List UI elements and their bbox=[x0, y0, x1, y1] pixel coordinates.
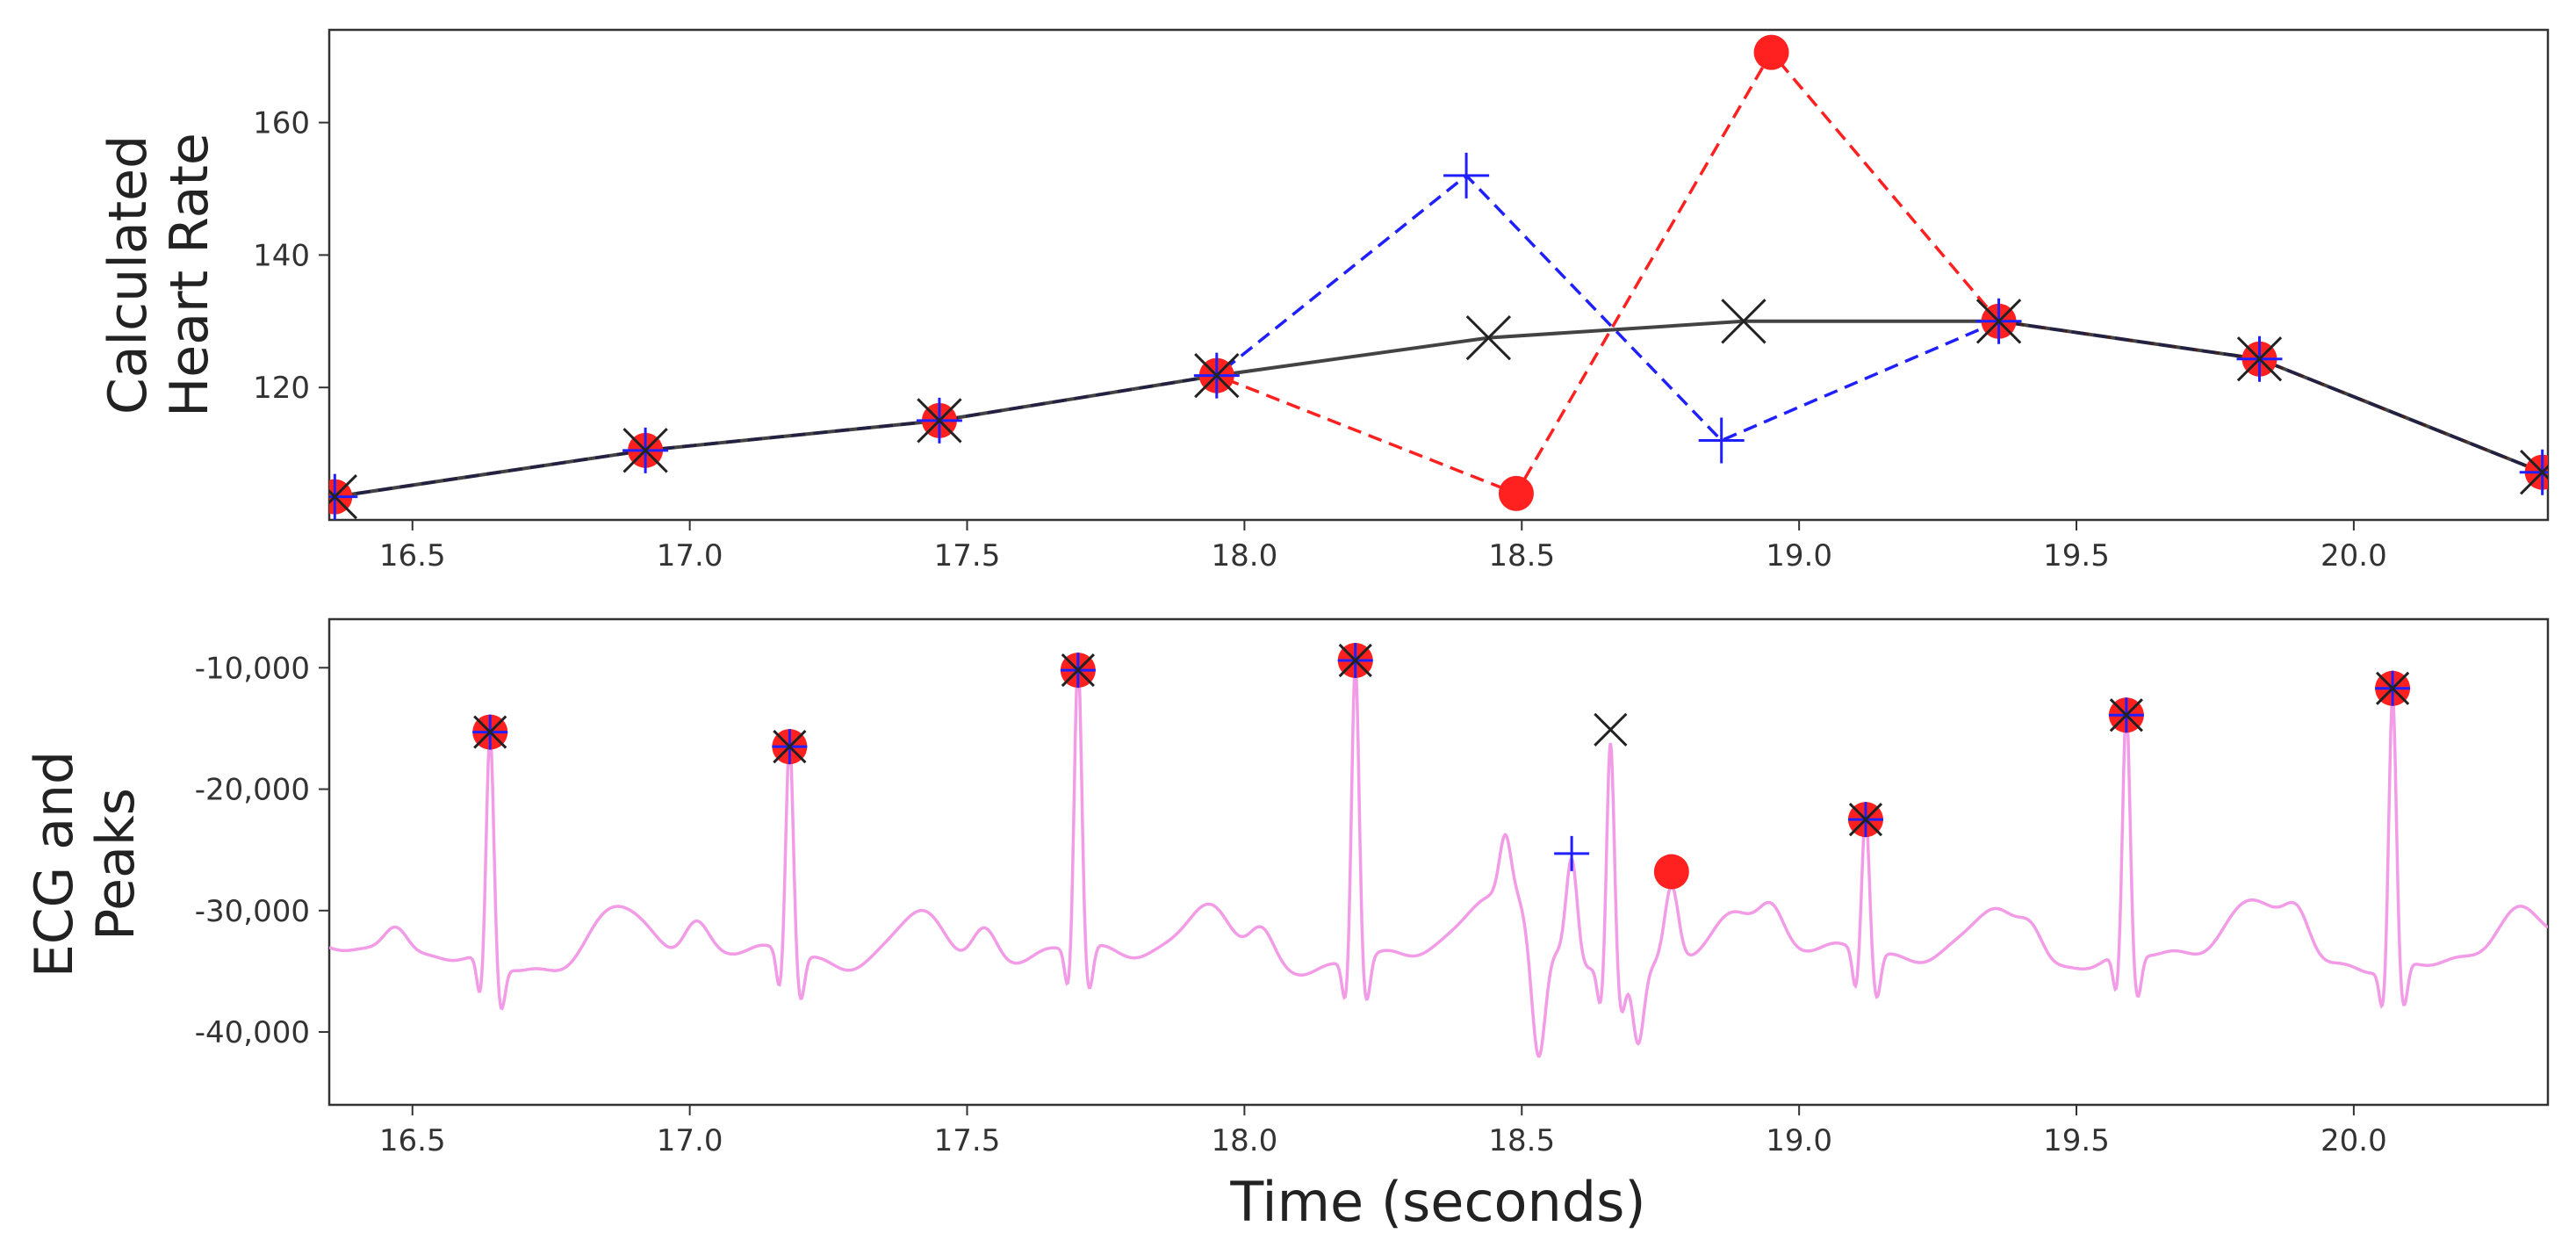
ecg-peak-black bbox=[1848, 803, 1883, 837]
hr-x-tick-label: 17.5 bbox=[934, 538, 1001, 574]
heart-rate-black-point bbox=[1194, 352, 1240, 399]
heart-rate-black-point bbox=[622, 428, 668, 473]
ecg-y-tick-label: -40,000 bbox=[195, 1015, 310, 1050]
ecg-x-tick-label: 19.0 bbox=[1766, 1123, 1832, 1158]
heart-rate-plot-frame bbox=[327, 28, 2550, 522]
ecg-ylabel-line1: ECG and bbox=[24, 751, 85, 977]
hr-x-tick-label: 19.5 bbox=[2043, 538, 2110, 574]
heart-rate-panel: 16.5 17.0 17.5 18.0 18.5 19.0 19.5 20.0 120 140 16… bbox=[97, 28, 2550, 574]
ecg-ylabel-line2: Peaks bbox=[85, 788, 147, 941]
hr-y-tick-label: 140 bbox=[253, 238, 310, 273]
hr-x-tick-label: 19.0 bbox=[1766, 538, 1832, 574]
ecg-trace bbox=[329, 660, 2548, 1058]
ecg-peak-black bbox=[2376, 671, 2410, 705]
heart-rate-black-point bbox=[1975, 299, 2022, 344]
ecg-x-tick-label: 18.5 bbox=[1488, 1123, 1555, 1158]
hr-x-tick-label: 18.5 bbox=[1488, 538, 1555, 574]
x-axis-title: Time (seconds) bbox=[1229, 1170, 1645, 1234]
ecg-ticks: 16.5 17.0 17.5 18.0 18.5 19.0 19.5 20.0 -10,000 -… bbox=[195, 651, 2387, 1158]
heart-rate-ticks: 16.5 17.0 17.5 18.0 18.5 19.0 19.5 20.0 120 140 16… bbox=[253, 106, 2387, 574]
ecg-x-tick-label: 20.0 bbox=[2321, 1123, 2387, 1158]
heart-rate-red-point bbox=[1753, 34, 1789, 70]
ecg-peak-black bbox=[1594, 712, 1628, 747]
hr-x-tick-label: 20.0 bbox=[2321, 538, 2387, 574]
hr-y-tick-label: 160 bbox=[253, 106, 310, 141]
heart-rate-ylabel-line1: Calculated bbox=[97, 135, 159, 415]
heart-rate-black-point bbox=[2520, 450, 2548, 495]
ecg-x-tick-label: 18.0 bbox=[1212, 1123, 1278, 1158]
ecg-x-tick-label: 17.5 bbox=[934, 1123, 1001, 1158]
ecg-peak-red bbox=[1653, 854, 1689, 890]
heart-rate-series bbox=[329, 34, 2548, 520]
heart-rate-black-point bbox=[2236, 336, 2283, 382]
ecg-y-tick-label: -20,000 bbox=[195, 773, 310, 808]
ecg-peak-black bbox=[473, 715, 507, 749]
heart-rate-red-point bbox=[1498, 475, 1534, 511]
heart-rate-black-point bbox=[1465, 314, 1512, 361]
hr-x-tick-label: 17.0 bbox=[657, 538, 723, 574]
hr-x-tick-label: 16.5 bbox=[379, 538, 446, 574]
heart-rate-ylabel-line2: Heart Rate bbox=[159, 133, 220, 417]
ecg-peak-black bbox=[2109, 698, 2143, 732]
ecg-panel: 16.5 17.0 17.5 18.0 18.5 19.0 19.5 20.0 -10,000 -… bbox=[24, 617, 2550, 1234]
heart-rate-blue-point bbox=[1443, 152, 1490, 198]
heart-rate-black-point bbox=[1721, 299, 1767, 344]
ecg-x-tick-label: 19.5 bbox=[2043, 1123, 2110, 1158]
ecg-plot-frame bbox=[327, 617, 2550, 1107]
ecg-x-tick-label: 16.5 bbox=[379, 1123, 446, 1158]
ecg-peak-black bbox=[773, 730, 807, 764]
heart-rate-black-point bbox=[917, 398, 962, 444]
hr-y-tick-label: 120 bbox=[253, 371, 310, 406]
heart-rate-blue-point bbox=[1698, 417, 1745, 464]
hr-x-tick-label: 18.0 bbox=[1212, 538, 1278, 574]
ecg-peak-black bbox=[1338, 643, 1372, 678]
ecg-x-tick-label: 17.0 bbox=[657, 1123, 723, 1158]
ecg-y-tick-label: -30,000 bbox=[195, 894, 310, 929]
ecg-series bbox=[329, 643, 2548, 1058]
ecg-peak-black bbox=[1061, 653, 1095, 688]
heart-rate-black-point bbox=[329, 473, 357, 520]
ecg-peak-blue bbox=[1554, 835, 1590, 871]
ecg-y-tick-label: -10,000 bbox=[195, 651, 310, 686]
